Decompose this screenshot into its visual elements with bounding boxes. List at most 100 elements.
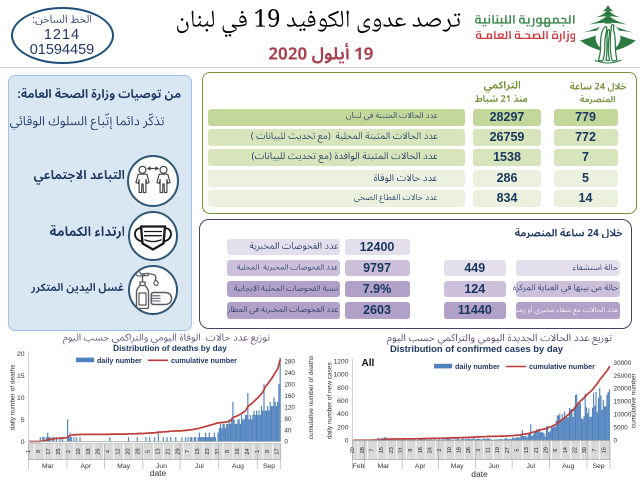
svg-text:1: 1	[255, 450, 261, 453]
svg-text:16: 16	[418, 447, 424, 453]
svg-text:daily number: daily number	[97, 356, 142, 365]
svg-text:19: 19	[495, 447, 501, 453]
svg-text:13: 13	[524, 447, 530, 453]
svg-text:120: 120	[284, 404, 295, 411]
svg-text:27: 27	[505, 447, 511, 453]
svg-text:5: 5	[515, 449, 521, 452]
svg-text:2: 2	[66, 450, 72, 453]
svg-text:8: 8	[225, 450, 231, 453]
svg-text:15: 15	[195, 448, 201, 454]
svg-text:7: 7	[185, 450, 191, 453]
svg-text:daily number of deaths: daily number of deaths	[10, 364, 17, 431]
svg-text:Apr: Apr	[80, 463, 91, 470]
svg-text:0: 0	[614, 437, 618, 444]
svg-text:1200: 1200	[333, 358, 348, 365]
svg-text:cumulative number: cumulative number	[171, 356, 237, 365]
svg-text:2: 2	[437, 449, 443, 452]
svg-text:Distribution of confirmed case: Distribution of confirmed cases by day	[390, 343, 564, 354]
svg-text:Jul: Jul	[526, 463, 535, 470]
svg-text:5: 5	[145, 450, 151, 453]
svg-text:28: 28	[136, 448, 142, 454]
svg-text:21: 21	[165, 448, 171, 454]
svg-text:Mar: Mar	[42, 463, 54, 470]
svg-text:Sep: Sep	[592, 463, 604, 470]
svg-text:30000: 30000	[614, 360, 632, 367]
svg-text:Aug: Aug	[562, 463, 574, 470]
svg-text:23: 23	[205, 448, 211, 454]
svg-text:17: 17	[275, 448, 281, 454]
svg-text:8: 8	[408, 449, 414, 452]
svg-text:cumulative number of deaths: cumulative number of deaths	[308, 355, 315, 439]
svg-text:28: 28	[360, 447, 366, 453]
svg-text:15: 15	[602, 447, 608, 453]
svg-text:40: 40	[284, 427, 292, 434]
svg-text:3: 3	[476, 449, 482, 452]
svg-text:20: 20	[126, 448, 132, 454]
svg-text:May: May	[451, 463, 464, 470]
svg-text:10: 10	[17, 395, 25, 402]
svg-text:80: 80	[284, 416, 292, 423]
svg-text:Mar: Mar	[377, 463, 389, 470]
svg-text:240: 240	[284, 370, 295, 377]
svg-text:13: 13	[155, 448, 161, 454]
svg-text:15: 15	[379, 447, 385, 453]
svg-text:280: 280	[284, 359, 295, 366]
svg-text:18: 18	[86, 448, 92, 454]
svg-text:17: 17	[46, 448, 52, 454]
svg-text:200: 200	[284, 382, 295, 389]
svg-text:6: 6	[553, 449, 559, 452]
svg-text:0: 0	[345, 438, 349, 445]
svg-text:date: date	[150, 468, 167, 478]
svg-text:9: 9	[265, 450, 271, 453]
svg-text:0: 0	[21, 439, 25, 446]
svg-text:daily number: daily number	[455, 362, 500, 371]
svg-text:15: 15	[17, 373, 25, 380]
svg-text:11: 11	[486, 447, 492, 453]
svg-text:10000: 10000	[614, 412, 632, 419]
svg-text:16: 16	[235, 448, 241, 454]
svg-text:cumulative number: cumulative number	[529, 362, 595, 371]
svg-text:7: 7	[592, 449, 598, 452]
svg-text:29: 29	[175, 448, 181, 454]
svg-text:31: 31	[215, 448, 221, 454]
svg-text:5000: 5000	[614, 424, 629, 431]
svg-text:9: 9	[36, 450, 42, 453]
svg-text:30: 30	[582, 447, 588, 453]
svg-text:date: date	[471, 469, 488, 479]
svg-text:4: 4	[106, 450, 112, 453]
svg-text:21: 21	[534, 447, 540, 453]
svg-text:26: 26	[466, 447, 472, 453]
svg-text:0: 0	[284, 439, 288, 446]
svg-text:25000: 25000	[614, 373, 632, 380]
svg-text:31: 31	[399, 447, 405, 453]
svg-text:24: 24	[428, 447, 434, 453]
svg-text:160: 160	[284, 393, 295, 400]
svg-text:Jun: Jun	[156, 463, 167, 470]
svg-text:12: 12	[116, 448, 122, 454]
svg-text:20: 20	[350, 447, 356, 453]
svg-text:daily number of new cases: daily number of new cases	[327, 361, 334, 439]
svg-text:Sep: Sep	[263, 463, 275, 470]
svg-text:7: 7	[369, 449, 375, 452]
svg-text:Jul: Jul	[195, 463, 204, 470]
svg-text:20: 20	[17, 351, 25, 358]
svg-text:400: 400	[337, 411, 349, 418]
svg-text:14: 14	[563, 447, 569, 453]
svg-text:24: 24	[245, 448, 251, 454]
svg-text:cumulative number: cumulative number	[631, 372, 638, 428]
svg-text:May: May	[117, 463, 130, 470]
svg-text:23: 23	[389, 447, 395, 453]
svg-text:Jun: Jun	[489, 463, 500, 470]
svg-text:1: 1	[26, 450, 32, 453]
svg-text:Apr: Apr	[415, 463, 426, 470]
svg-text:26: 26	[96, 448, 102, 454]
svg-text:200: 200	[337, 424, 349, 431]
svg-text:10: 10	[76, 448, 82, 454]
svg-text:25: 25	[56, 448, 62, 454]
svg-text:1000: 1000	[333, 372, 348, 379]
svg-text:800: 800	[337, 385, 349, 392]
svg-text:15000: 15000	[614, 399, 632, 406]
svg-text:Feb: Feb	[353, 463, 365, 470]
svg-text:600: 600	[337, 398, 349, 405]
svg-text:5: 5	[21, 417, 25, 424]
